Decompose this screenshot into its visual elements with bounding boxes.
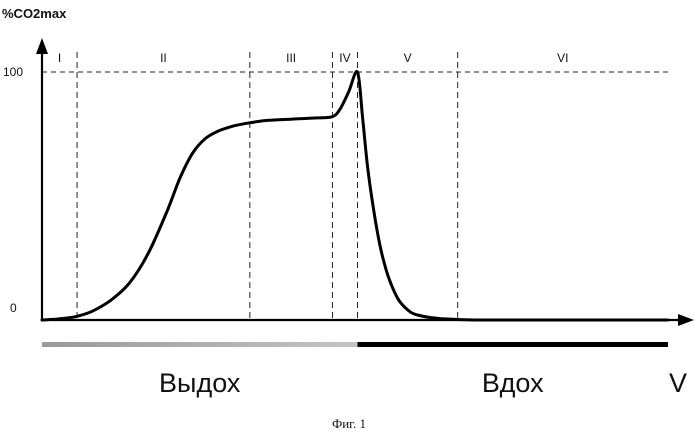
y-axis-arrow [36, 38, 48, 54]
co2-curve [42, 71, 668, 320]
y-axis-label: %CO2max [2, 6, 67, 21]
exhale-label: Выдох [159, 368, 241, 398]
phase-labels: IIIIIIIVVVI [58, 51, 569, 65]
phase-label-6: VI [557, 51, 568, 65]
inhale-label: Вдох [482, 368, 544, 398]
phase-boundary-lines [77, 52, 458, 320]
phase-label-1: I [58, 51, 61, 65]
exhale-phase-bar [42, 342, 358, 347]
y-tick-0: 0 [10, 301, 17, 315]
y-tick-100: 100 [3, 65, 23, 79]
phase-label-3: III [286, 51, 296, 65]
phase-label-4: IV [339, 51, 350, 65]
phase-label-5: V [404, 51, 412, 65]
x-axis-label: V [669, 368, 687, 398]
x-axis-arrow [678, 314, 694, 326]
phase-label-2: II [160, 51, 167, 65]
inhale-phase-bar [358, 342, 668, 347]
figure-caption: Фиг. 1 [332, 416, 366, 431]
